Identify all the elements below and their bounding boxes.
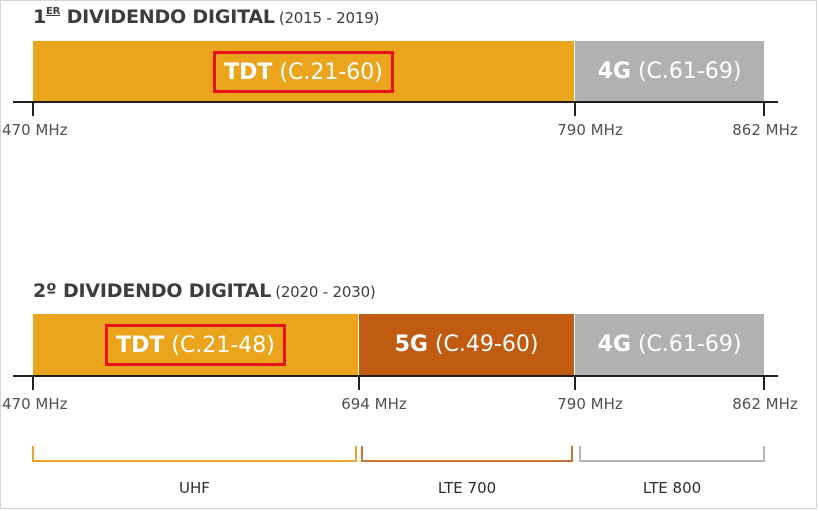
section2-years: (2020 - 2030)	[275, 283, 376, 301]
uhf-bracket	[32, 446, 357, 462]
lte800-bracket	[579, 446, 765, 462]
section1-tdt-highlight-box: TDT (C.21-60)	[213, 50, 394, 93]
section2-tick-470	[32, 376, 34, 390]
section1-years: (2015 - 2019)	[278, 9, 380, 27]
section1-heading: 1ER DIVIDENDO DIGITAL (2015 - 2019)	[33, 6, 379, 28]
section2-5g-channels: (C.49-60)	[434, 332, 539, 357]
section1-tick-862	[763, 102, 765, 116]
section2-tick-862	[763, 376, 765, 390]
section1-title-number: 1	[33, 6, 47, 28]
section2-tdt-label: TDT	[116, 332, 165, 358]
section2-tick-790	[574, 376, 576, 390]
section2-4g-band: 4G (C.61-69)	[575, 314, 764, 375]
section2-tick-label-790: 790 MHz	[557, 395, 623, 413]
section1-tdt-channels: (C.21-60)	[279, 59, 383, 85]
section2-4g-label: 4G	[597, 332, 631, 357]
section1-title-superscript: ER	[46, 5, 61, 17]
section2-title: DIVIDENDO DIGITAL	[62, 280, 272, 302]
section1-axis	[13, 101, 778, 103]
section1-4g-label: 4G	[597, 59, 631, 84]
section2-tdt-highlight-box: TDT (C.21-48)	[105, 323, 286, 366]
lte700-bracket	[361, 446, 573, 462]
section1-tick-470	[32, 102, 34, 116]
section2-tick-label-694: 694 MHz	[341, 395, 407, 413]
section2-heading: 2º DIVIDENDO DIGITAL (2020 - 2030)	[33, 280, 376, 302]
section2-tdt-channels: (C.21-48)	[171, 332, 275, 358]
section2-tick-label-470: 470 MHz	[2, 395, 68, 413]
section1-tick-790	[574, 102, 576, 116]
section2-tick-label-862: 862 MHz	[732, 395, 798, 413]
section2-tdt-band: TDT (C.21-48)	[33, 314, 358, 375]
section1-tick-label-470: 470 MHz	[2, 121, 68, 139]
section2-axis	[13, 375, 778, 377]
section1-tdt-band: TDT (C.21-60)	[33, 41, 574, 102]
lte700-label: LTE 700	[437, 479, 497, 497]
section1-tick-label-790: 790 MHz	[557, 121, 623, 139]
section1-4g-band: 4G (C.61-69)	[575, 41, 764, 102]
section1-4g-channels: (C.61-69)	[637, 59, 742, 84]
section1-title: DIVIDENDO DIGITAL	[66, 6, 275, 28]
section2-tick-694	[358, 376, 360, 390]
section2-title-number: 2º	[33, 280, 57, 302]
uhf-label: UHF	[179, 479, 210, 497]
section1-tdt-label: TDT	[224, 59, 273, 85]
section1-tick-label-862: 862 MHz	[732, 121, 798, 139]
section2-4g-channels: (C.61-69)	[637, 332, 742, 357]
section2-5g-label: 5G	[394, 332, 428, 357]
lte800-label: LTE 800	[642, 479, 702, 497]
section2-5g-band: 5G (C.49-60)	[359, 314, 574, 375]
